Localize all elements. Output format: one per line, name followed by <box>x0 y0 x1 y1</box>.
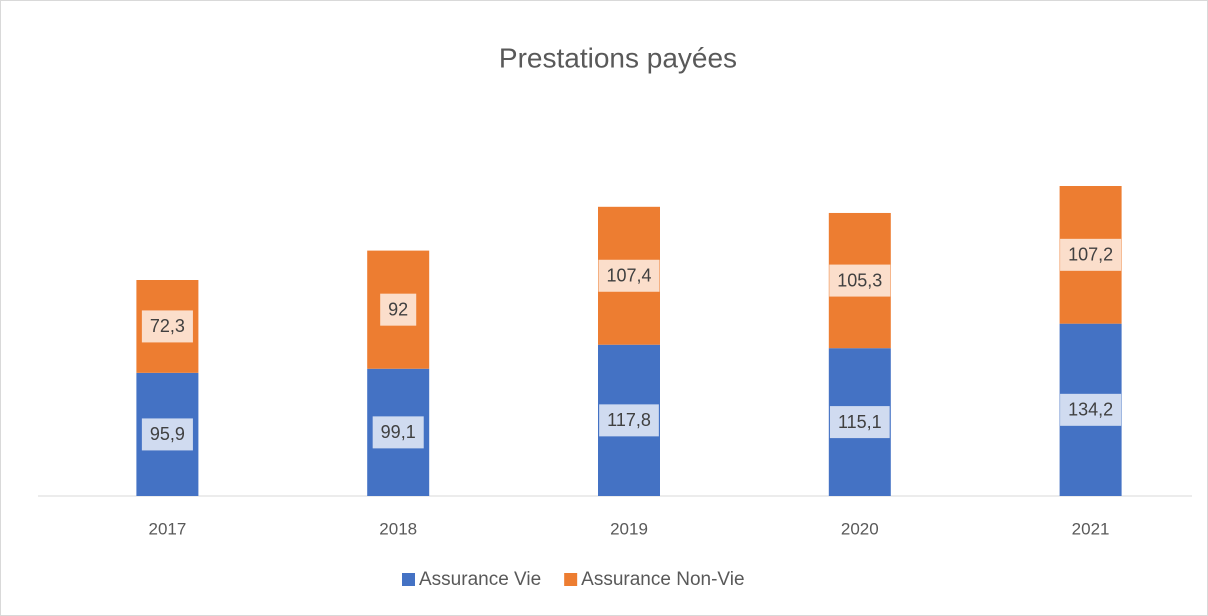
legend-swatch <box>564 573 578 586</box>
data-label: 134,2 <box>1068 400 1113 420</box>
x-tick-label: 2021 <box>1072 519 1110 538</box>
data-label: 107,2 <box>1068 245 1113 265</box>
data-label-bg <box>1060 238 1122 271</box>
data-label: 92 <box>388 299 408 319</box>
legend-swatch <box>402 573 415 586</box>
data-label-bg <box>599 404 659 437</box>
legend-label: Assurance Non-Vie <box>581 569 744 590</box>
data-label-bg <box>598 259 660 292</box>
data-label: 107,4 <box>606 266 651 286</box>
x-tick-label: 2017 <box>148 519 186 538</box>
data-label-bg <box>1060 393 1122 426</box>
x-tick-label: 2018 <box>379 519 417 538</box>
legend-label: Assurance Vie <box>419 569 541 590</box>
data-label-bg <box>141 418 193 451</box>
x-tick-label: 2019 <box>610 519 648 538</box>
data-label-bg <box>829 264 891 297</box>
data-label: 95,9 <box>150 424 185 444</box>
data-label-bg <box>372 416 424 449</box>
data-label: 99,1 <box>381 422 416 442</box>
data-label-bg <box>829 406 890 439</box>
data-label: 117,8 <box>607 410 651 430</box>
data-label: 72,3 <box>150 316 185 336</box>
x-tick-label: 2020 <box>841 519 879 538</box>
data-label-bg <box>380 293 417 326</box>
chart-title: Prestations payées <box>499 42 737 73</box>
data-label: 105,3 <box>837 270 882 290</box>
data-label-bg <box>141 310 193 343</box>
data-label: 115,1 <box>838 412 882 432</box>
